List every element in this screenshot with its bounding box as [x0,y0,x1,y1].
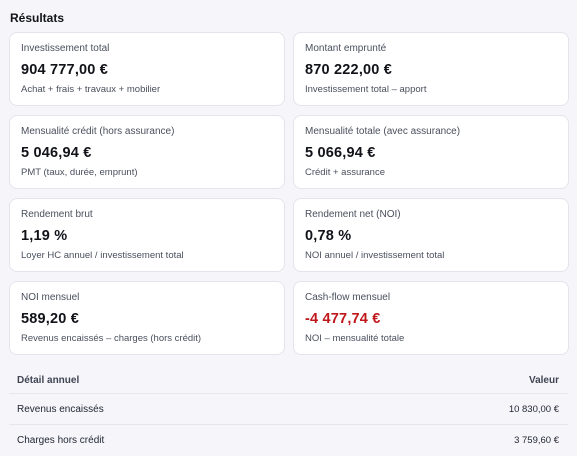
card-value: 904 777,00 € [21,62,109,78]
table-row: Revenus encaissés 10 830,00 € [9,393,568,424]
card-cash-flow-mensuel: Cash-flow mensuel -4 477,74 € NOI – mens… [293,281,569,355]
card-label: Mensualité totale (avec assurance) [305,126,461,137]
card-hint: NOI annuel / investissement total [305,250,445,261]
card-label: Mensualité crédit (hors assurance) [21,126,175,137]
card-value: 589,20 € [21,311,80,327]
card-label: NOI mensuel [21,292,80,303]
card-label: Rendement brut [21,209,93,220]
card-hint: Loyer HC annuel / investissement total [21,250,184,261]
card-hint: Investissement total – apport [305,84,427,95]
card-rendement-net: Rendement net (NOI) 0,78 % NOI annuel / … [293,198,569,272]
card-label: Investissement total [21,43,110,54]
table-row: Charges hors crédit 3 759,60 € [9,424,568,455]
annual-detail-table: Détail annuel Valeur Revenus encaissés 1… [9,368,568,455]
card-noi-mensuel: NOI mensuel 589,20 € Revenus encaissés –… [9,281,285,355]
row-label: Charges hors crédit [17,434,105,446]
card-value: 0,78 % [305,228,352,244]
row-value: 3 759,60 € [514,434,559,446]
card-value: 5 046,94 € [21,145,92,161]
column-header-value: Valeur [528,375,559,386]
column-header-label: Détail annuel [17,375,80,386]
card-rendement-brut: Rendement brut 1,19 % Loyer HC annuel / … [9,198,285,272]
card-hint: Crédit + assurance [305,167,385,178]
card-label: Rendement net (NOI) [305,209,401,220]
card-hint: NOI – mensualité totale [305,333,405,344]
card-hint: PMT (taux, durée, emprunt) [21,167,138,178]
card-value: 870 222,00 € [305,62,393,78]
row-label: Revenus encaissés [17,403,104,415]
card-hint: Revenus encaissés – charges (hors crédit… [21,333,202,344]
card-investissement-total: Investissement total 904 777,00 € Achat … [9,32,285,106]
row-value: 10 830,00 € [508,403,559,415]
card-montant-emprunte: Montant emprunté 870 222,00 € Investisse… [293,32,569,106]
section-title: Résultats [10,11,65,25]
card-value: 1,19 % [21,228,68,244]
metrics-grid: Investissement total 904 777,00 € Achat … [9,32,569,355]
card-hint: Achat + frais + travaux + mobilier [21,84,161,95]
card-value: 5 066,94 € [305,145,376,161]
card-value-negative: -4 477,74 € [305,311,381,327]
table-header-row: Détail annuel Valeur [9,368,568,393]
card-label: Montant emprunté [305,43,387,54]
card-mensualite-totale: Mensualité totale (avec assurance) 5 066… [293,115,569,189]
card-mensualite-credit: Mensualité crédit (hors assurance) 5 046… [9,115,285,189]
card-label: Cash-flow mensuel [305,292,391,303]
